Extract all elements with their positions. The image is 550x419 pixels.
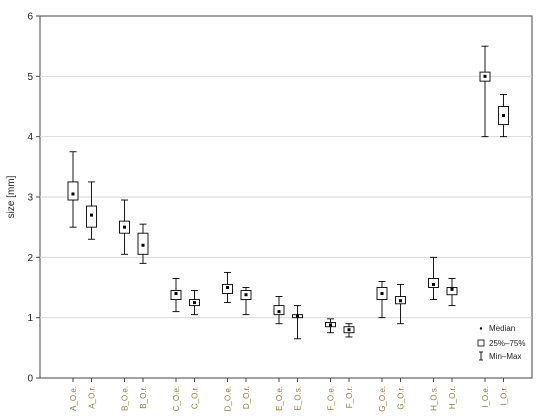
median-marker [174, 292, 178, 296]
box-C_O.r. [189, 290, 200, 316]
x-tick-label: G_O.e. [378, 386, 387, 412]
y-axis-title: size [mm] [6, 175, 17, 218]
median-marker [399, 299, 402, 303]
median-marker [380, 292, 384, 296]
box-G_O.e. [376, 281, 388, 319]
legend-box-marker [477, 339, 485, 347]
iqr-box [67, 181, 79, 201]
x-tick-label: B_O.e. [121, 386, 130, 411]
box-C_O.e. [170, 278, 182, 313]
legend-median-marker [479, 327, 483, 330]
x-tick-label: C_O.r. [191, 386, 200, 409]
median-marker [432, 282, 435, 286]
x-tick-label: B_O.r. [139, 386, 148, 409]
median-marker [502, 114, 505, 118]
iqr-box [137, 232, 149, 255]
y-tick-label: 0 [27, 374, 33, 385]
y-tick-label: 1 [27, 313, 33, 324]
box-F_O.e. [325, 318, 336, 334]
box-I_O.r. [498, 93, 509, 138]
median-marker [90, 213, 93, 217]
box-E_O.s. [292, 305, 303, 340]
iqr-box [273, 305, 285, 316]
iqr-box [428, 278, 439, 288]
y-tick-label: 2 [27, 253, 33, 264]
median-marker [450, 287, 454, 291]
legend-whisker-marker [479, 351, 483, 361]
x-tick-label: H_O.r. [448, 386, 457, 409]
box-E_O.e. [273, 296, 285, 325]
median-marker [123, 225, 126, 229]
x-tick-label: D_O.e. [224, 386, 233, 411]
y-tick-label: 6 [27, 12, 33, 23]
median-marker [141, 243, 145, 247]
median-marker [193, 301, 196, 305]
median-marker [244, 293, 248, 297]
box-H_O.r. [446, 278, 458, 307]
legend-median-label: Median [489, 324, 515, 333]
median-marker [296, 314, 299, 318]
y-axis-ticks: 0 1 2 3 4 5 6 [27, 12, 40, 385]
box-F_O.r. [343, 323, 355, 338]
box-A_O.r. [86, 181, 97, 240]
y-tick-label: 3 [27, 193, 33, 204]
x-tick-label: I_O.r. [500, 386, 509, 406]
y-tick-label: 5 [27, 72, 33, 83]
box-B_O.r. [137, 223, 149, 264]
box-D_O.r. [240, 287, 252, 316]
gridlines [40, 75, 532, 319]
box-G_O.r. [395, 284, 406, 325]
y-tick-label: 4 [27, 132, 33, 143]
iqr-box [170, 290, 182, 301]
x-tick-label: I_O.e. [481, 386, 490, 408]
legend: Median 25%–75% Min–Max [477, 324, 525, 361]
legend-box-label: 25%–75% [489, 339, 525, 348]
median-marker [347, 328, 351, 332]
x-tick-label: E_O.s. [294, 386, 303, 410]
x-tick-label: G_O.r. [397, 386, 406, 410]
x-tick-label: F_O.r. [345, 386, 354, 408]
box-A_O.e. [67, 151, 79, 228]
iqr-box [222, 284, 233, 294]
box-B_O.e. [119, 199, 130, 255]
box-H_O.s. [428, 256, 439, 301]
x-tick-label: H_O.s. [430, 386, 439, 411]
x-tick-label: A_O.r. [88, 386, 97, 409]
box-series [67, 45, 509, 340]
box-I_O.e. [479, 45, 491, 138]
median-marker [277, 310, 281, 314]
median-marker [71, 192, 75, 196]
x-axis-ticks: A_O.e. A_O.r. B_O.e. B_O.r. C_O.e. C_O.r. D_O.… [69, 378, 509, 412]
iqr-box [446, 287, 458, 296]
legend-whisker-label: Min–Max [489, 352, 521, 361]
median-marker [483, 74, 487, 78]
x-tick-label: D_O.r. [242, 386, 251, 409]
box-D_O.e. [222, 271, 233, 304]
x-tick-label: A_O.e. [69, 386, 78, 411]
x-tick-label: E_O.e. [275, 386, 284, 411]
median-marker [329, 323, 332, 327]
median-marker [226, 286, 229, 289]
iqr-box [86, 205, 97, 228]
x-tick-label: F_O.e. [327, 386, 336, 410]
x-tick-label: C_O.e. [172, 386, 181, 411]
